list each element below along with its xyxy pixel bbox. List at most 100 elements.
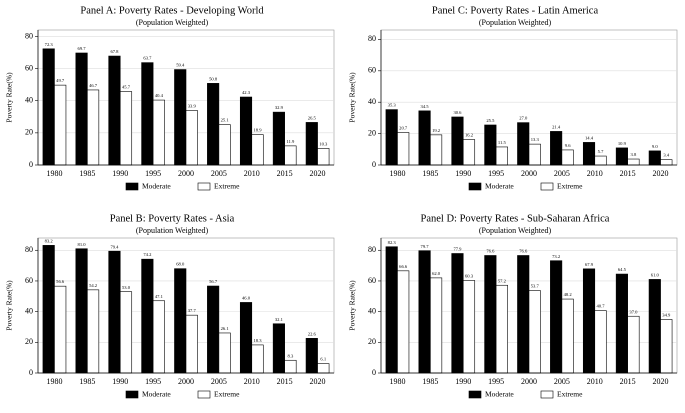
y-tick-label: 40 bbox=[368, 97, 376, 106]
bar bbox=[251, 134, 264, 166]
value-label: 81.0 bbox=[78, 242, 87, 247]
x-tick-label: 1980 bbox=[46, 377, 62, 386]
value-label: 27.0 bbox=[519, 116, 528, 121]
bar bbox=[251, 344, 264, 374]
value-label: 33.9 bbox=[188, 104, 197, 109]
legend-label: Moderate bbox=[485, 390, 514, 399]
x-tick-label: 1990 bbox=[455, 169, 471, 178]
bar bbox=[561, 149, 574, 166]
panel: Panel B: Poverty Rates - Asia (Population… bbox=[5, 213, 335, 399]
y-tick-label: 0 bbox=[29, 368, 33, 377]
value-label: 67.8 bbox=[110, 49, 119, 54]
x-tick-label: 1980 bbox=[389, 377, 405, 386]
legend-swatch bbox=[540, 390, 554, 399]
x-tick-label: 1980 bbox=[389, 169, 405, 178]
bar bbox=[54, 285, 67, 374]
bar bbox=[528, 290, 541, 374]
value-label: 34.5 bbox=[421, 104, 430, 109]
value-label: 73.2 bbox=[552, 254, 561, 259]
y-axis-label: Poverty Rate(%) bbox=[348, 72, 357, 123]
x-tick-label: 2000 bbox=[521, 169, 537, 178]
value-label: 32.9 bbox=[275, 105, 284, 110]
value-label: 76.6 bbox=[486, 249, 495, 254]
x-tick-label: 2000 bbox=[178, 169, 194, 178]
bar bbox=[517, 122, 530, 166]
value-label: 11.5 bbox=[498, 140, 507, 145]
value-label: 66.6 bbox=[399, 264, 408, 269]
bar bbox=[75, 248, 88, 374]
value-label: 53.7 bbox=[531, 284, 540, 289]
value-label: 3.8 bbox=[631, 152, 637, 157]
bar bbox=[108, 250, 121, 374]
value-label: 63.7 bbox=[143, 56, 152, 61]
value-label: 76.6 bbox=[519, 249, 528, 254]
y-tick-label: 20 bbox=[25, 337, 33, 346]
value-label: 79.4 bbox=[110, 244, 119, 249]
value-label: 6.1 bbox=[320, 357, 326, 362]
x-tick-label: 2020 bbox=[653, 169, 669, 178]
bar bbox=[305, 338, 318, 374]
bar bbox=[42, 245, 55, 374]
bar bbox=[648, 279, 661, 374]
x-tick-label: 2015 bbox=[277, 169, 293, 178]
legend-swatch bbox=[125, 182, 139, 191]
value-label: 30.6 bbox=[453, 110, 462, 115]
value-label: 14.4 bbox=[585, 135, 594, 140]
x-tick-label: 2000 bbox=[178, 377, 194, 386]
legend-label: Extreme bbox=[557, 182, 583, 191]
x-tick-label: 1985 bbox=[422, 169, 438, 178]
value-label: 18.9 bbox=[254, 128, 263, 133]
bar bbox=[615, 147, 628, 166]
x-tick-label: 2010 bbox=[587, 377, 603, 386]
value-label: 82.3 bbox=[388, 240, 397, 245]
value-label: 9.0 bbox=[652, 144, 658, 149]
bar bbox=[75, 52, 88, 166]
bar bbox=[397, 132, 410, 166]
x-tick-label: 2005 bbox=[211, 377, 227, 386]
bar bbox=[87, 289, 100, 374]
value-label: 40.7 bbox=[597, 304, 606, 309]
x-tick-label: 2000 bbox=[521, 377, 537, 386]
bar bbox=[174, 69, 187, 166]
bar bbox=[284, 145, 297, 166]
y-axis-label: Poverty Rate(%) bbox=[348, 280, 357, 331]
value-label: 25.5 bbox=[486, 118, 495, 123]
bar bbox=[152, 300, 165, 374]
value-label: 46.0 bbox=[242, 295, 251, 300]
x-tick-label: 1990 bbox=[112, 377, 128, 386]
panel: Panel C: Poverty Rates - Latin America (P… bbox=[348, 5, 678, 191]
value-label: 40.4 bbox=[155, 93, 164, 98]
y-tick-label: 40 bbox=[368, 306, 376, 315]
legend-swatch bbox=[468, 390, 482, 399]
value-label: 67.9 bbox=[585, 262, 594, 267]
value-label: 46.7 bbox=[89, 83, 98, 88]
bar bbox=[174, 268, 187, 374]
bar bbox=[561, 298, 574, 374]
bar bbox=[272, 323, 285, 374]
panel-title: Panel C: Poverty Rates - Latin America bbox=[432, 5, 599, 16]
value-label: 10.3 bbox=[319, 142, 328, 147]
bar bbox=[218, 332, 231, 374]
bar bbox=[141, 62, 154, 166]
panel-subtitle: (Population Weighted) bbox=[479, 18, 552, 27]
bar bbox=[239, 302, 253, 374]
legend-swatch bbox=[197, 390, 211, 399]
x-tick-label: 2010 bbox=[244, 377, 260, 386]
x-tick-label: 2005 bbox=[554, 377, 570, 386]
y-tick-label: 80 bbox=[25, 245, 33, 254]
x-tick-label: 1995 bbox=[488, 377, 504, 386]
value-label: 37.0 bbox=[629, 309, 638, 314]
bar bbox=[660, 319, 673, 374]
bar bbox=[418, 110, 431, 166]
value-label: 64.5 bbox=[618, 267, 627, 272]
value-label: 3.4 bbox=[663, 153, 669, 158]
legend-label: Extreme bbox=[557, 390, 583, 399]
bar bbox=[42, 48, 55, 166]
bar bbox=[54, 84, 67, 166]
bar bbox=[594, 310, 607, 374]
y-tick-label: 60 bbox=[25, 276, 33, 285]
bar bbox=[550, 260, 563, 374]
x-tick-label: 1985 bbox=[79, 377, 95, 386]
bar bbox=[462, 139, 476, 166]
value-label: 47.1 bbox=[155, 294, 164, 299]
